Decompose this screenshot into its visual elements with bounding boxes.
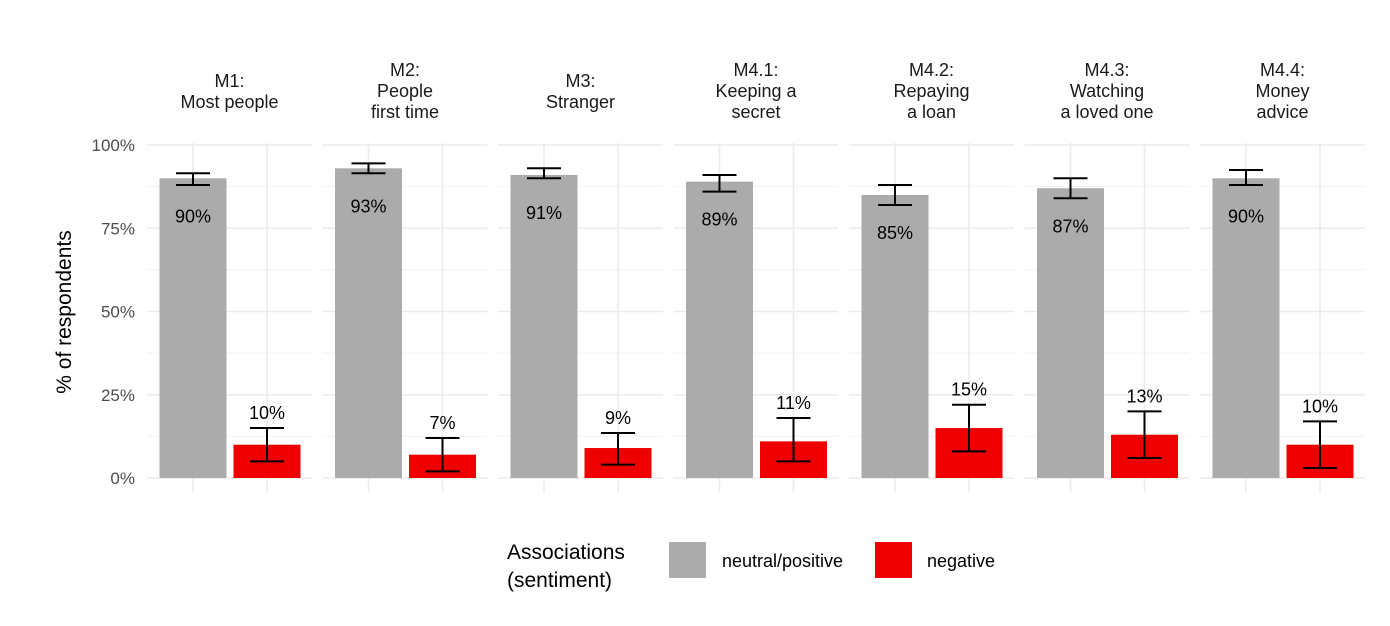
facet-title: M4.1: bbox=[733, 60, 778, 80]
data-label: 10% bbox=[1302, 396, 1338, 416]
facet-title: M4.2: bbox=[909, 60, 954, 80]
bar-neutral-positive bbox=[861, 194, 929, 478]
y-tick-label: 0% bbox=[110, 469, 135, 488]
bar-neutral-positive bbox=[686, 181, 753, 478]
data-label: 93% bbox=[350, 196, 386, 216]
y-tick-label: 50% bbox=[101, 303, 135, 322]
facet-title: M3: bbox=[565, 71, 595, 91]
y-tick-label: 25% bbox=[101, 386, 135, 405]
data-label: 87% bbox=[1052, 216, 1088, 236]
legend-key-neutral-positive bbox=[669, 542, 706, 578]
facet-title: M2: bbox=[390, 60, 420, 80]
facet-title: People bbox=[377, 81, 433, 101]
data-label: 10% bbox=[249, 403, 285, 423]
data-label: 13% bbox=[1126, 386, 1162, 406]
data-label: 11% bbox=[776, 393, 811, 413]
data-label: 90% bbox=[1228, 206, 1264, 226]
data-label: 15% bbox=[951, 380, 987, 400]
facet-title: Repaying bbox=[893, 81, 969, 101]
data-label: 91% bbox=[526, 203, 562, 223]
facet-title: first time bbox=[371, 102, 439, 122]
facet-title: a loan bbox=[907, 102, 956, 122]
facet-title: M4.3: bbox=[1084, 60, 1129, 80]
facet-title: Stranger bbox=[546, 92, 615, 112]
facet-title: secret bbox=[731, 102, 780, 122]
data-label: 90% bbox=[175, 206, 211, 226]
legend-key-negative bbox=[875, 542, 912, 578]
facet-title: advice bbox=[1256, 102, 1308, 122]
bar-neutral-positive bbox=[1037, 188, 1104, 479]
data-label: 85% bbox=[877, 223, 913, 243]
y-tick-label: 75% bbox=[101, 219, 135, 238]
legend-label: negative bbox=[927, 551, 995, 571]
bar-neutral-positive bbox=[1212, 178, 1280, 479]
facet-title: Keeping a bbox=[715, 81, 797, 101]
y-tick-label: 100% bbox=[92, 136, 135, 155]
data-label: 7% bbox=[429, 413, 455, 433]
facet-title: Most people bbox=[180, 92, 278, 112]
legend-label: neutral/positive bbox=[722, 551, 843, 571]
facet-title: Watching bbox=[1070, 81, 1144, 101]
bar-neutral-positive bbox=[510, 174, 578, 478]
data-label: 9% bbox=[605, 408, 631, 428]
facet-title: M4.4: bbox=[1260, 60, 1305, 80]
facet-title: a loved one bbox=[1060, 102, 1153, 122]
y-axis-label: % of respondents bbox=[53, 230, 76, 393]
data-label: 89% bbox=[701, 210, 737, 230]
facet-title: Money bbox=[1255, 81, 1309, 101]
legend-title: Associations bbox=[507, 541, 625, 564]
legend-title: (sentiment) bbox=[507, 569, 612, 592]
facet-title: M1: bbox=[214, 71, 244, 91]
bar-neutral-positive bbox=[335, 168, 402, 478]
bar-neutral-positive bbox=[159, 178, 227, 479]
